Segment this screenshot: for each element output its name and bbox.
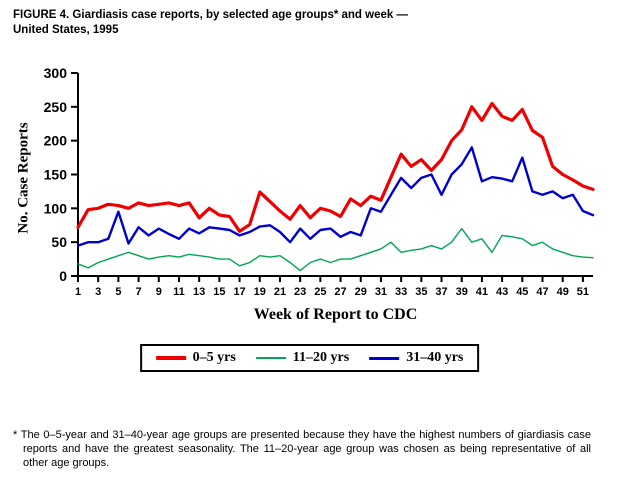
svg-text:31: 31 (375, 286, 387, 298)
svg-text:100: 100 (44, 200, 68, 216)
legend-line-31-40-yrs-icon (369, 356, 400, 360)
svg-text:37: 37 (435, 286, 447, 298)
svg-text:51: 51 (577, 286, 589, 298)
svg-text:9: 9 (156, 286, 162, 298)
svg-text:33: 33 (395, 286, 407, 298)
x-axis-title: Week of Report to CDC (253, 306, 418, 323)
svg-text:15: 15 (213, 286, 225, 298)
svg-text:21: 21 (274, 286, 286, 298)
svg-text:0: 0 (59, 268, 67, 284)
legend-item-11-20-yrs: 11–20 yrs (255, 350, 350, 366)
svg-text:7: 7 (136, 286, 142, 298)
svg-text:17: 17 (233, 286, 245, 298)
svg-text:250: 250 (44, 99, 68, 115)
svg-text:45: 45 (516, 286, 528, 298)
legend-line-11-20-yrs-icon (255, 357, 286, 359)
legend-label-31-40-yrs: 31–40 yrs (406, 350, 464, 365)
svg-text:43: 43 (496, 286, 508, 298)
svg-text:300: 300 (44, 65, 68, 81)
svg-text:41: 41 (476, 286, 488, 298)
svg-text:5: 5 (115, 286, 121, 298)
svg-text:27: 27 (334, 286, 346, 298)
svg-text:25: 25 (314, 286, 326, 298)
svg-text:1: 1 (75, 286, 81, 298)
svg-text:19: 19 (254, 286, 266, 298)
svg-text:13: 13 (193, 286, 205, 298)
svg-text:35: 35 (415, 286, 427, 298)
svg-text:49: 49 (557, 286, 569, 298)
legend: 0–5 yrs 11–20 yrs 31–40 yrs (139, 344, 480, 372)
legend-line-0-5-yrs-icon (155, 356, 186, 360)
footnote: * The 0–5-year and 31–40-year age groups… (13, 429, 591, 469)
svg-text:150: 150 (44, 167, 68, 183)
svg-text:3: 3 (95, 286, 101, 298)
figure-title: FIGURE 4. Giardiasis case reports, by se… (13, 8, 593, 38)
svg-text:50: 50 (51, 234, 67, 250)
figure-title-line2: United States, 1995 (13, 24, 119, 36)
legend-item-0-5-yrs: 0–5 yrs (155, 350, 236, 366)
figure-title-line1: FIGURE 4. Giardiasis case reports, by se… (13, 9, 408, 21)
svg-text:200: 200 (44, 133, 68, 149)
legend-label-0-5-yrs: 0–5 yrs (192, 350, 236, 365)
svg-text:11: 11 (173, 286, 185, 298)
svg-text:29: 29 (355, 286, 367, 298)
svg-text:23: 23 (294, 286, 306, 298)
svg-text:39: 39 (456, 286, 468, 298)
legend-item-31-40-yrs: 31–40 yrs (369, 350, 463, 366)
legend-label-11-20-yrs: 11–20 yrs (292, 350, 350, 365)
svg-text:47: 47 (536, 286, 548, 298)
